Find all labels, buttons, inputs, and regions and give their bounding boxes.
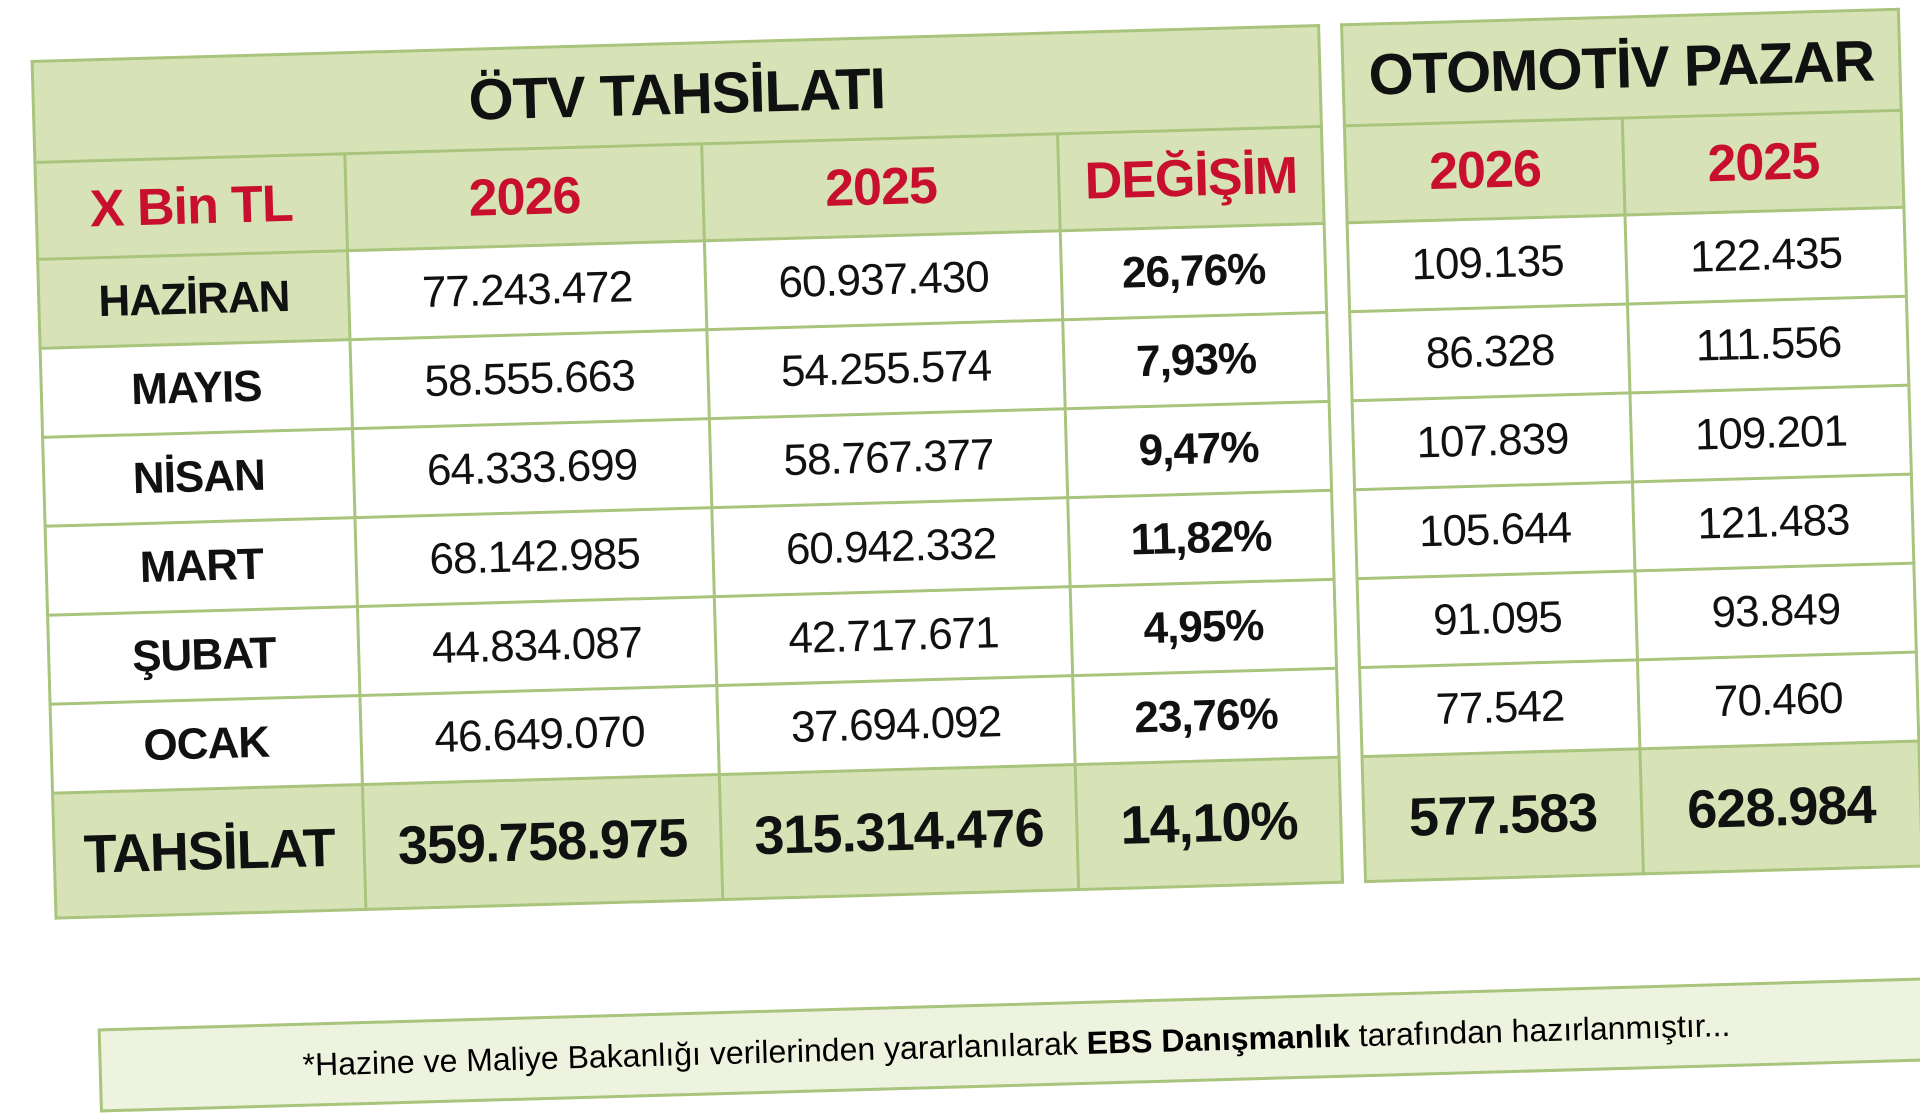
column-header: 2026	[344, 143, 705, 251]
value-cell: 68.142.985	[355, 507, 715, 607]
value-cell: 7,93%	[1063, 312, 1330, 409]
data-row: 86.328 111.556	[1349, 296, 1909, 401]
month-cell: HAZİRAN	[37, 250, 351, 349]
value-cell: 58.555.663	[350, 329, 710, 429]
total-cell: TAHSİLAT	[52, 784, 367, 919]
value-cell: 77.542	[1359, 659, 1641, 757]
value-cell: 109.135	[1347, 215, 1628, 312]
total-cell: 577.583	[1362, 748, 1644, 882]
table-title: OTOMOTİV PAZAR	[1341, 9, 1902, 126]
total-cell: 315.314.476	[719, 764, 1079, 900]
value-cell: 77.243.472	[347, 240, 707, 340]
value-cell: 42.717.671	[714, 586, 1073, 686]
value-cell: 11,82%	[1068, 490, 1335, 587]
sheet: ÖTV TAHSİLATI X Bin TL 2026 2025 DEĞİŞİM HAZİ…	[30, 0, 1920, 1113]
month-cell: MART	[45, 517, 358, 616]
value-cell: 122.435	[1625, 207, 1907, 304]
column-header: 2026	[1344, 118, 1626, 223]
value-cell: 105.644	[1354, 481, 1636, 579]
value-cell: 9,47%	[1065, 401, 1332, 498]
total-row: 577.583 628.984	[1362, 741, 1920, 882]
value-cell: 121.483	[1632, 474, 1914, 571]
value-cell: 46.649.070	[360, 685, 720, 785]
footnote: *Hazine ve Maliye Bakanlığı verilerinden…	[97, 977, 1920, 1113]
total-cell: 14,10%	[1075, 757, 1343, 890]
column-header: DEĞİŞİM	[1057, 126, 1325, 231]
value-cell: 70.460	[1637, 652, 1919, 749]
value-cell: 60.937.430	[704, 230, 1064, 330]
value-cell: 111.556	[1627, 296, 1909, 393]
data-row: 77.542 70.460	[1359, 652, 1919, 757]
value-cell: 109.201	[1630, 385, 1912, 482]
otv-table: ÖTV TAHSİLATI X Bin TL 2026 2025 DEĞİŞİM HAZİ…	[31, 24, 1345, 920]
value-cell: 26,76%	[1060, 223, 1327, 320]
value-cell: 58.767.377	[709, 408, 1069, 508]
footnote-text: tarafından hazırlanmıştır...	[1349, 1006, 1731, 1054]
value-cell: 54.255.574	[706, 319, 1066, 419]
total-cell: 628.984	[1640, 741, 1920, 874]
value-cell: 44.834.087	[357, 596, 717, 696]
data-row: 107.839 109.201	[1352, 385, 1912, 490]
month-cell: OCAK	[50, 695, 363, 794]
unit-label: X Bin TL	[34, 153, 348, 260]
value-cell: 64.333.699	[352, 418, 712, 518]
footnote-bold: EBS Danışmanlık	[1086, 1017, 1351, 1061]
data-row: 109.135 122.435	[1347, 207, 1907, 312]
month-cell: NİSAN	[42, 428, 356, 527]
total-cell: 359.758.975	[362, 774, 723, 910]
value-cell: 23,76%	[1072, 668, 1340, 765]
value-cell: 107.839	[1352, 392, 1633, 490]
value-cell: 86.328	[1349, 303, 1631, 401]
month-cell: ŞUBAT	[47, 606, 361, 705]
data-row: 91.095 93.849	[1357, 563, 1917, 668]
value-cell: 37.694.092	[716, 675, 1076, 775]
column-header: 2025	[701, 133, 1061, 241]
market-table: OTOMOTİV PAZAR 2026 2025 109.135 122.435 86.3…	[1340, 8, 1920, 883]
value-cell: 91.095	[1357, 570, 1638, 668]
value-cell: 60.942.332	[711, 497, 1071, 597]
value-cell: 93.849	[1635, 563, 1917, 660]
data-row: 105.644 121.483	[1354, 474, 1914, 579]
column-header: 2025	[1622, 110, 1904, 216]
title-row: OTOMOTİV PAZAR	[1341, 9, 1902, 126]
footnote-text: *Hazine ve Maliye Bakanlığı verilerinden…	[302, 1024, 1088, 1083]
page: ÖTV TAHSİLATI X Bin TL 2026 2025 DEĞİŞİM HAZİ…	[30, 0, 1920, 1113]
value-cell: 4,95%	[1070, 579, 1337, 676]
month-cell: MAYIS	[40, 339, 353, 438]
header-row: 2026 2025	[1344, 110, 1904, 223]
